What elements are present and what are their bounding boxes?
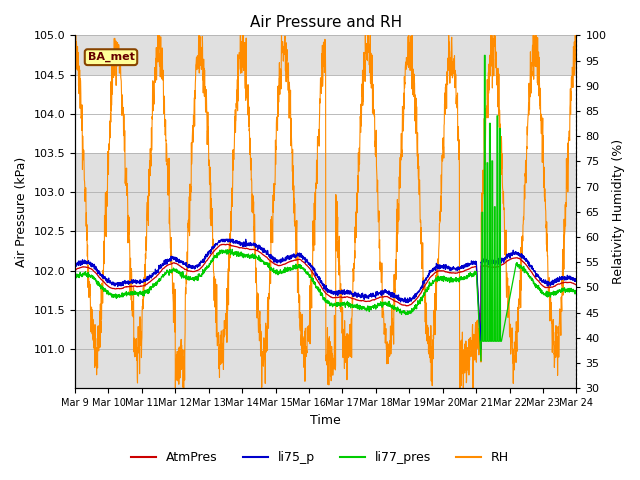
Title: Air Pressure and RH: Air Pressure and RH [250, 15, 402, 30]
Bar [75, 36, 577, 74]
Y-axis label: Relativity Humidity (%): Relativity Humidity (%) [612, 139, 625, 284]
Text: BA_met: BA_met [88, 52, 134, 62]
X-axis label: Time: Time [310, 414, 341, 427]
Bar [75, 74, 577, 153]
Legend: AtmPres, li75_p, li77_pres, RH: AtmPres, li75_p, li77_pres, RH [126, 446, 514, 469]
Y-axis label: Air Pressure (kPa): Air Pressure (kPa) [15, 156, 28, 267]
Bar [75, 231, 577, 310]
Bar [75, 153, 577, 231]
Bar [75, 310, 577, 388]
